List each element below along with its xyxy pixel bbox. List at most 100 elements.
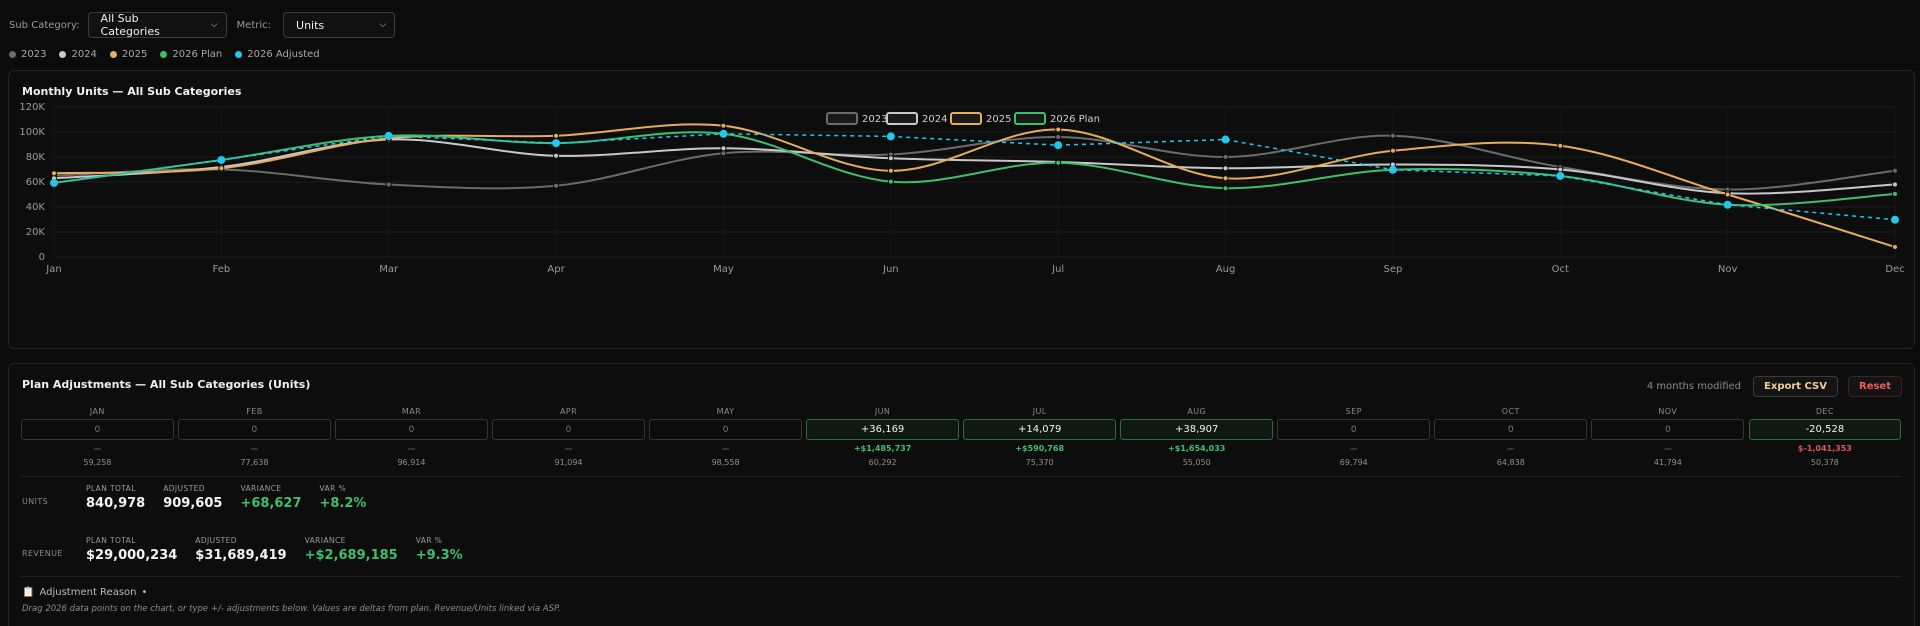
- month-header: DEC: [1815, 407, 1834, 416]
- plan-base-value: 60,292: [868, 458, 897, 467]
- adjustment-input[interactable]: 0: [335, 419, 488, 440]
- legend-swatch: [59, 51, 67, 58]
- x-tick-label: Nov: [1718, 264, 1738, 275]
- adjustment-input[interactable]: 0: [649, 419, 802, 440]
- plan-base-value: 98,558: [711, 458, 740, 467]
- chart-legend-item[interactable]: 2026 Plan: [1014, 112, 1100, 125]
- draggable-point[interactable]: [50, 178, 58, 187]
- draggable-point[interactable]: [1054, 141, 1063, 150]
- adjustment-input[interactable]: 0: [1591, 419, 1745, 440]
- revenue-delta: —: [1506, 444, 1515, 453]
- draggable-point[interactable]: [552, 139, 561, 148]
- plan-base-value: 77,638: [240, 458, 269, 467]
- export-csv-button[interactable]: Export CSV: [1753, 376, 1838, 397]
- legend-label: 2026 Adjusted: [247, 49, 320, 60]
- units-line-chart[interactable]: 0 20K 40K 60K 80K 100K 120K Jan Feb Mar Apr May Jun J…: [9, 71, 1914, 348]
- plan-base-value: 75,370: [1025, 458, 1054, 467]
- adjustment-reason-label: Adjustment Reason: [39, 587, 137, 598]
- y-tick-label: 80K: [26, 152, 46, 163]
- chart-legend-item[interactable]: 2023: [826, 112, 887, 125]
- data-point: [1222, 175, 1229, 182]
- modified-count: 4 months modified: [1646, 381, 1742, 392]
- draggable-point[interactable]: [1723, 200, 1732, 209]
- revenue-delta: —: [93, 444, 102, 453]
- draggable-point[interactable]: [217, 155, 226, 164]
- draggable-point[interactable]: [886, 132, 895, 141]
- draggable-point[interactable]: [1556, 171, 1565, 180]
- legend-item[interactable]: 2023: [9, 49, 46, 60]
- adjustment-input[interactable]: +38,907: [1120, 419, 1274, 440]
- revenue-delta: +$1,485,737: [853, 444, 912, 453]
- legend-label: 2024: [922, 114, 947, 125]
- revenue-summary: REVENUE PLAN TOTAL $29,000,234 ADJUSTED $3…: [22, 536, 481, 563]
- draggable-point[interactable]: [719, 129, 728, 138]
- sub-category-select[interactable]: All Sub Categories ⌵: [87, 12, 227, 38]
- revenue-deltas: — — — — — +$1,485,737 +$590,768 +$1,654,033 — — — $…: [21, 444, 1902, 453]
- adjustment-input[interactable]: 0: [1277, 419, 1431, 440]
- month-header: JUL: [1032, 407, 1047, 416]
- adjustment-reason[interactable]: 📋 Adjustment Reason •: [22, 587, 147, 598]
- adjustment-input[interactable]: +36,169: [806, 419, 959, 440]
- data-point: [385, 181, 392, 188]
- adjustment-inputs: 0 0 0 0 0 +36,169 +14,079 +38,907 0 0 0 -20,528: [21, 419, 1902, 440]
- y-tick-label: 60K: [26, 177, 46, 188]
- adjustment-input[interactable]: -20,528: [1748, 419, 1902, 440]
- units-plan-total: PLAN TOTAL 840,978: [86, 484, 146, 511]
- month-header: SEP: [1345, 407, 1362, 416]
- adjustment-input[interactable]: 0: [1434, 419, 1588, 440]
- chart-legend-item[interactable]: 2024: [886, 112, 947, 125]
- metric-select[interactable]: Units ⌵: [283, 12, 396, 38]
- x-tick-label: Aug: [1216, 264, 1236, 275]
- plan-base-value: 69,794: [1339, 458, 1368, 467]
- adjustment-input[interactable]: 0: [21, 419, 174, 440]
- revenue-plan-total: PLAN TOTAL $29,000,234: [86, 536, 178, 563]
- legend-item[interactable]: 2026 Adjusted: [235, 49, 320, 60]
- plan-base-value: 64,838: [1496, 458, 1525, 467]
- month-header: AUG: [1187, 407, 1207, 416]
- adjustment-input[interactable]: 0: [178, 419, 331, 440]
- x-tick-label: Apr: [547, 264, 565, 275]
- data-point: [1892, 244, 1898, 250]
- divider: [21, 576, 1902, 577]
- plan-base-value: 96,914: [397, 458, 426, 467]
- legend-item[interactable]: 2025: [109, 49, 148, 60]
- draggable-point[interactable]: [1388, 165, 1397, 174]
- legend-swatch: [160, 51, 168, 58]
- revenue-delta: —: [721, 444, 730, 453]
- chart-panel: Monthly Units — All Sub Categories 0 20K 4…: [8, 70, 1915, 349]
- data-point: [1222, 185, 1229, 192]
- data-point: [887, 155, 894, 162]
- y-tick-label: 0: [39, 252, 45, 263]
- data-point: [887, 167, 894, 174]
- data-point: [1892, 191, 1898, 198]
- month-header: OCT: [1501, 407, 1520, 416]
- adjustment-input[interactable]: +14,079: [963, 419, 1117, 440]
- reset-button[interactable]: Reset: [1848, 376, 1902, 397]
- legend-swatch: [9, 51, 16, 58]
- plan-base-value: 91,094: [554, 458, 583, 467]
- month-header: JAN: [89, 407, 105, 416]
- legend-swatch: [1014, 112, 1046, 125]
- metric-label: Metric:: [236, 19, 272, 31]
- legend-item[interactable]: 2024: [59, 49, 97, 60]
- help-text: Drag 2026 data points on the chart, or t…: [22, 604, 561, 614]
- x-tick-label: May: [713, 264, 734, 275]
- adjustment-input[interactable]: 0: [492, 419, 645, 440]
- y-tick-label: 20K: [26, 227, 46, 238]
- chart-legend-item[interactable]: 2025: [950, 112, 1011, 125]
- filter-bar: Sub Category: All Sub Categories ⌵ Metri…: [0, 12, 396, 38]
- legend-item[interactable]: 2026 Plan: [160, 49, 222, 60]
- legend-label: 2023: [862, 114, 887, 125]
- draggable-point[interactable]: [384, 131, 393, 140]
- month-header: FEB: [246, 407, 263, 416]
- sub-category-label: Sub Category:: [9, 19, 80, 31]
- revenue-variance: VARIANCE +$2,689,185: [304, 536, 398, 563]
- draggable-point[interactable]: [1891, 215, 1899, 224]
- legend-swatch: [826, 112, 858, 125]
- x-tick-label: Jan: [45, 264, 61, 275]
- draggable-point[interactable]: [1221, 135, 1230, 144]
- data-point: [553, 132, 560, 139]
- legend-label: 2025: [121, 49, 148, 60]
- required-marker: •: [141, 587, 148, 598]
- data-point: [1892, 167, 1898, 174]
